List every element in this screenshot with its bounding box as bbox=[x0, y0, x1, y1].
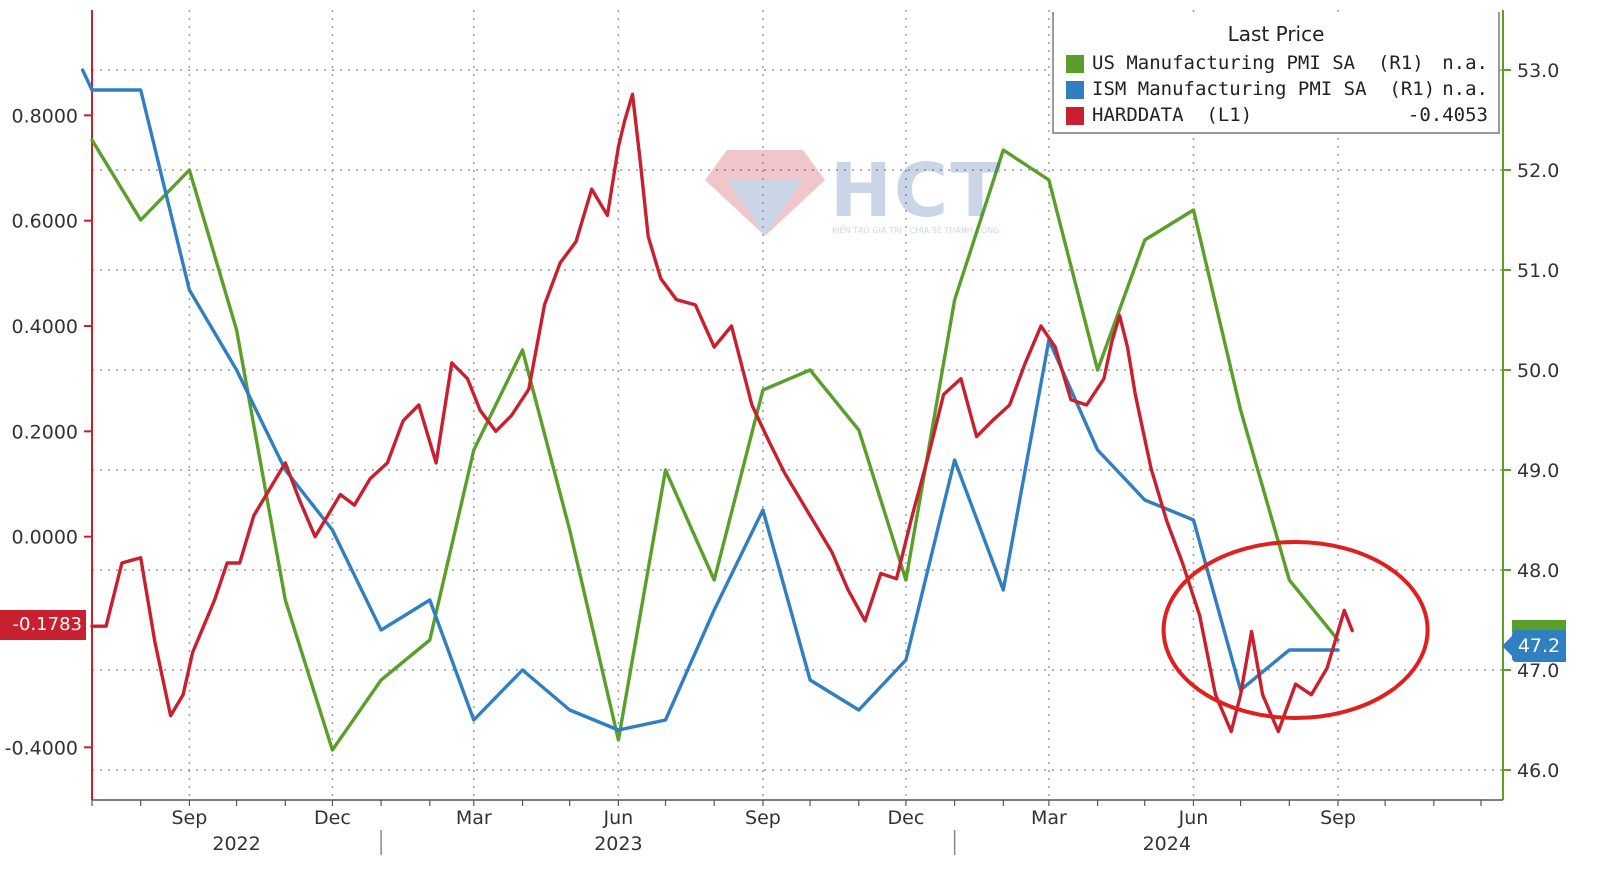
highlight-ellipse bbox=[1161, 540, 1430, 720]
right-tick-label: 50.0 bbox=[1517, 360, 1559, 382]
annotations bbox=[1161, 540, 1430, 720]
x-month-label: Jun bbox=[603, 807, 634, 829]
legend-value: n.a. bbox=[1442, 52, 1488, 74]
legend-label: HARDDATA (L1) bbox=[1092, 104, 1253, 126]
x-month-label: Mar bbox=[456, 807, 492, 829]
last-value-badge-harddata: -0.1783 bbox=[0, 610, 86, 640]
legend-label: ISM Manufacturing PMI SA (R1) bbox=[1092, 78, 1436, 100]
legend-entry-ism-pmi: ISM Manufacturing PMI SA (R1) n.a. bbox=[1066, 78, 1488, 102]
left-tick-label: 0.4000 bbox=[12, 316, 78, 338]
right-tick-label: 46.0 bbox=[1517, 760, 1559, 782]
right-tick-label: 48.0 bbox=[1517, 560, 1559, 582]
x-month-label: Sep bbox=[745, 807, 781, 829]
legend-value: -0.4053 bbox=[1407, 104, 1488, 126]
right-tick-label: 51.0 bbox=[1517, 260, 1559, 282]
left-tick-label: 0.6000 bbox=[12, 211, 78, 233]
x-year-label: 2022 bbox=[212, 833, 260, 855]
diamond-logo-icon bbox=[705, 150, 825, 236]
left-tick-label: -0.4000 bbox=[5, 737, 78, 759]
legend-swatch-harddata bbox=[1066, 107, 1084, 125]
series-lines bbox=[80, 68, 1354, 752]
legend-entry-harddata: HARDDATA (L1) -0.4053 bbox=[1066, 104, 1488, 128]
x-month-label: Dec bbox=[888, 807, 925, 829]
x-year-label: 2024 bbox=[1143, 833, 1191, 855]
x-month-label: Jun bbox=[1178, 807, 1209, 829]
x-month-label: Sep bbox=[1320, 807, 1356, 829]
last-value-marker-us-pmi bbox=[1512, 620, 1566, 632]
x-month-label: Mar bbox=[1031, 807, 1067, 829]
legend-entry-us-pmi: US Manufacturing PMI SA (R1) n.a. bbox=[1066, 52, 1488, 76]
x-month-label: Sep bbox=[172, 807, 208, 829]
legend-label: US Manufacturing PMI SA (R1) bbox=[1092, 52, 1424, 74]
left-tick-label: 0.0000 bbox=[12, 527, 78, 549]
axes bbox=[84, 10, 1511, 855]
legend-swatch-us-pmi bbox=[1066, 55, 1084, 73]
gridlines bbox=[92, 10, 1503, 800]
legend-value: n.a. bbox=[1442, 78, 1488, 100]
watermark-logo: HCT KIẾN TẠO GIÁ TRỊ - CHIA SẺ THÀNH CÔN… bbox=[705, 148, 1015, 240]
watermark-subtext: KIẾN TẠO GIÁ TRỊ - CHIA SẺ THÀNH CÔNG bbox=[832, 226, 1000, 235]
left-tick-label: 0.8000 bbox=[12, 105, 78, 127]
right-tick-label: 53.0 bbox=[1517, 60, 1559, 82]
watermark-text: HCT bbox=[830, 148, 1003, 234]
tick-labels: 0.8000 0.6000 0.4000 0.2000 0.0000 -0.4000 53.… bbox=[5, 60, 1560, 855]
legend-title: Last Price bbox=[1227, 22, 1325, 46]
right-tick-label: 52.0 bbox=[1517, 160, 1559, 182]
right-tick-label: 49.0 bbox=[1517, 460, 1559, 482]
last-value-badge-ism: 47.2 bbox=[1502, 630, 1566, 662]
left-tick-label: 0.2000 bbox=[12, 421, 78, 443]
x-month-label: Dec bbox=[314, 807, 351, 829]
legend: Last Price US Manufacturing PMI SA (R1) … bbox=[1052, 12, 1500, 134]
x-year-label: 2023 bbox=[594, 833, 642, 855]
right-tick-label: 47.0 bbox=[1517, 660, 1559, 682]
legend-swatch-ism-pmi bbox=[1066, 81, 1084, 99]
series-line-1 bbox=[80, 68, 1340, 732]
